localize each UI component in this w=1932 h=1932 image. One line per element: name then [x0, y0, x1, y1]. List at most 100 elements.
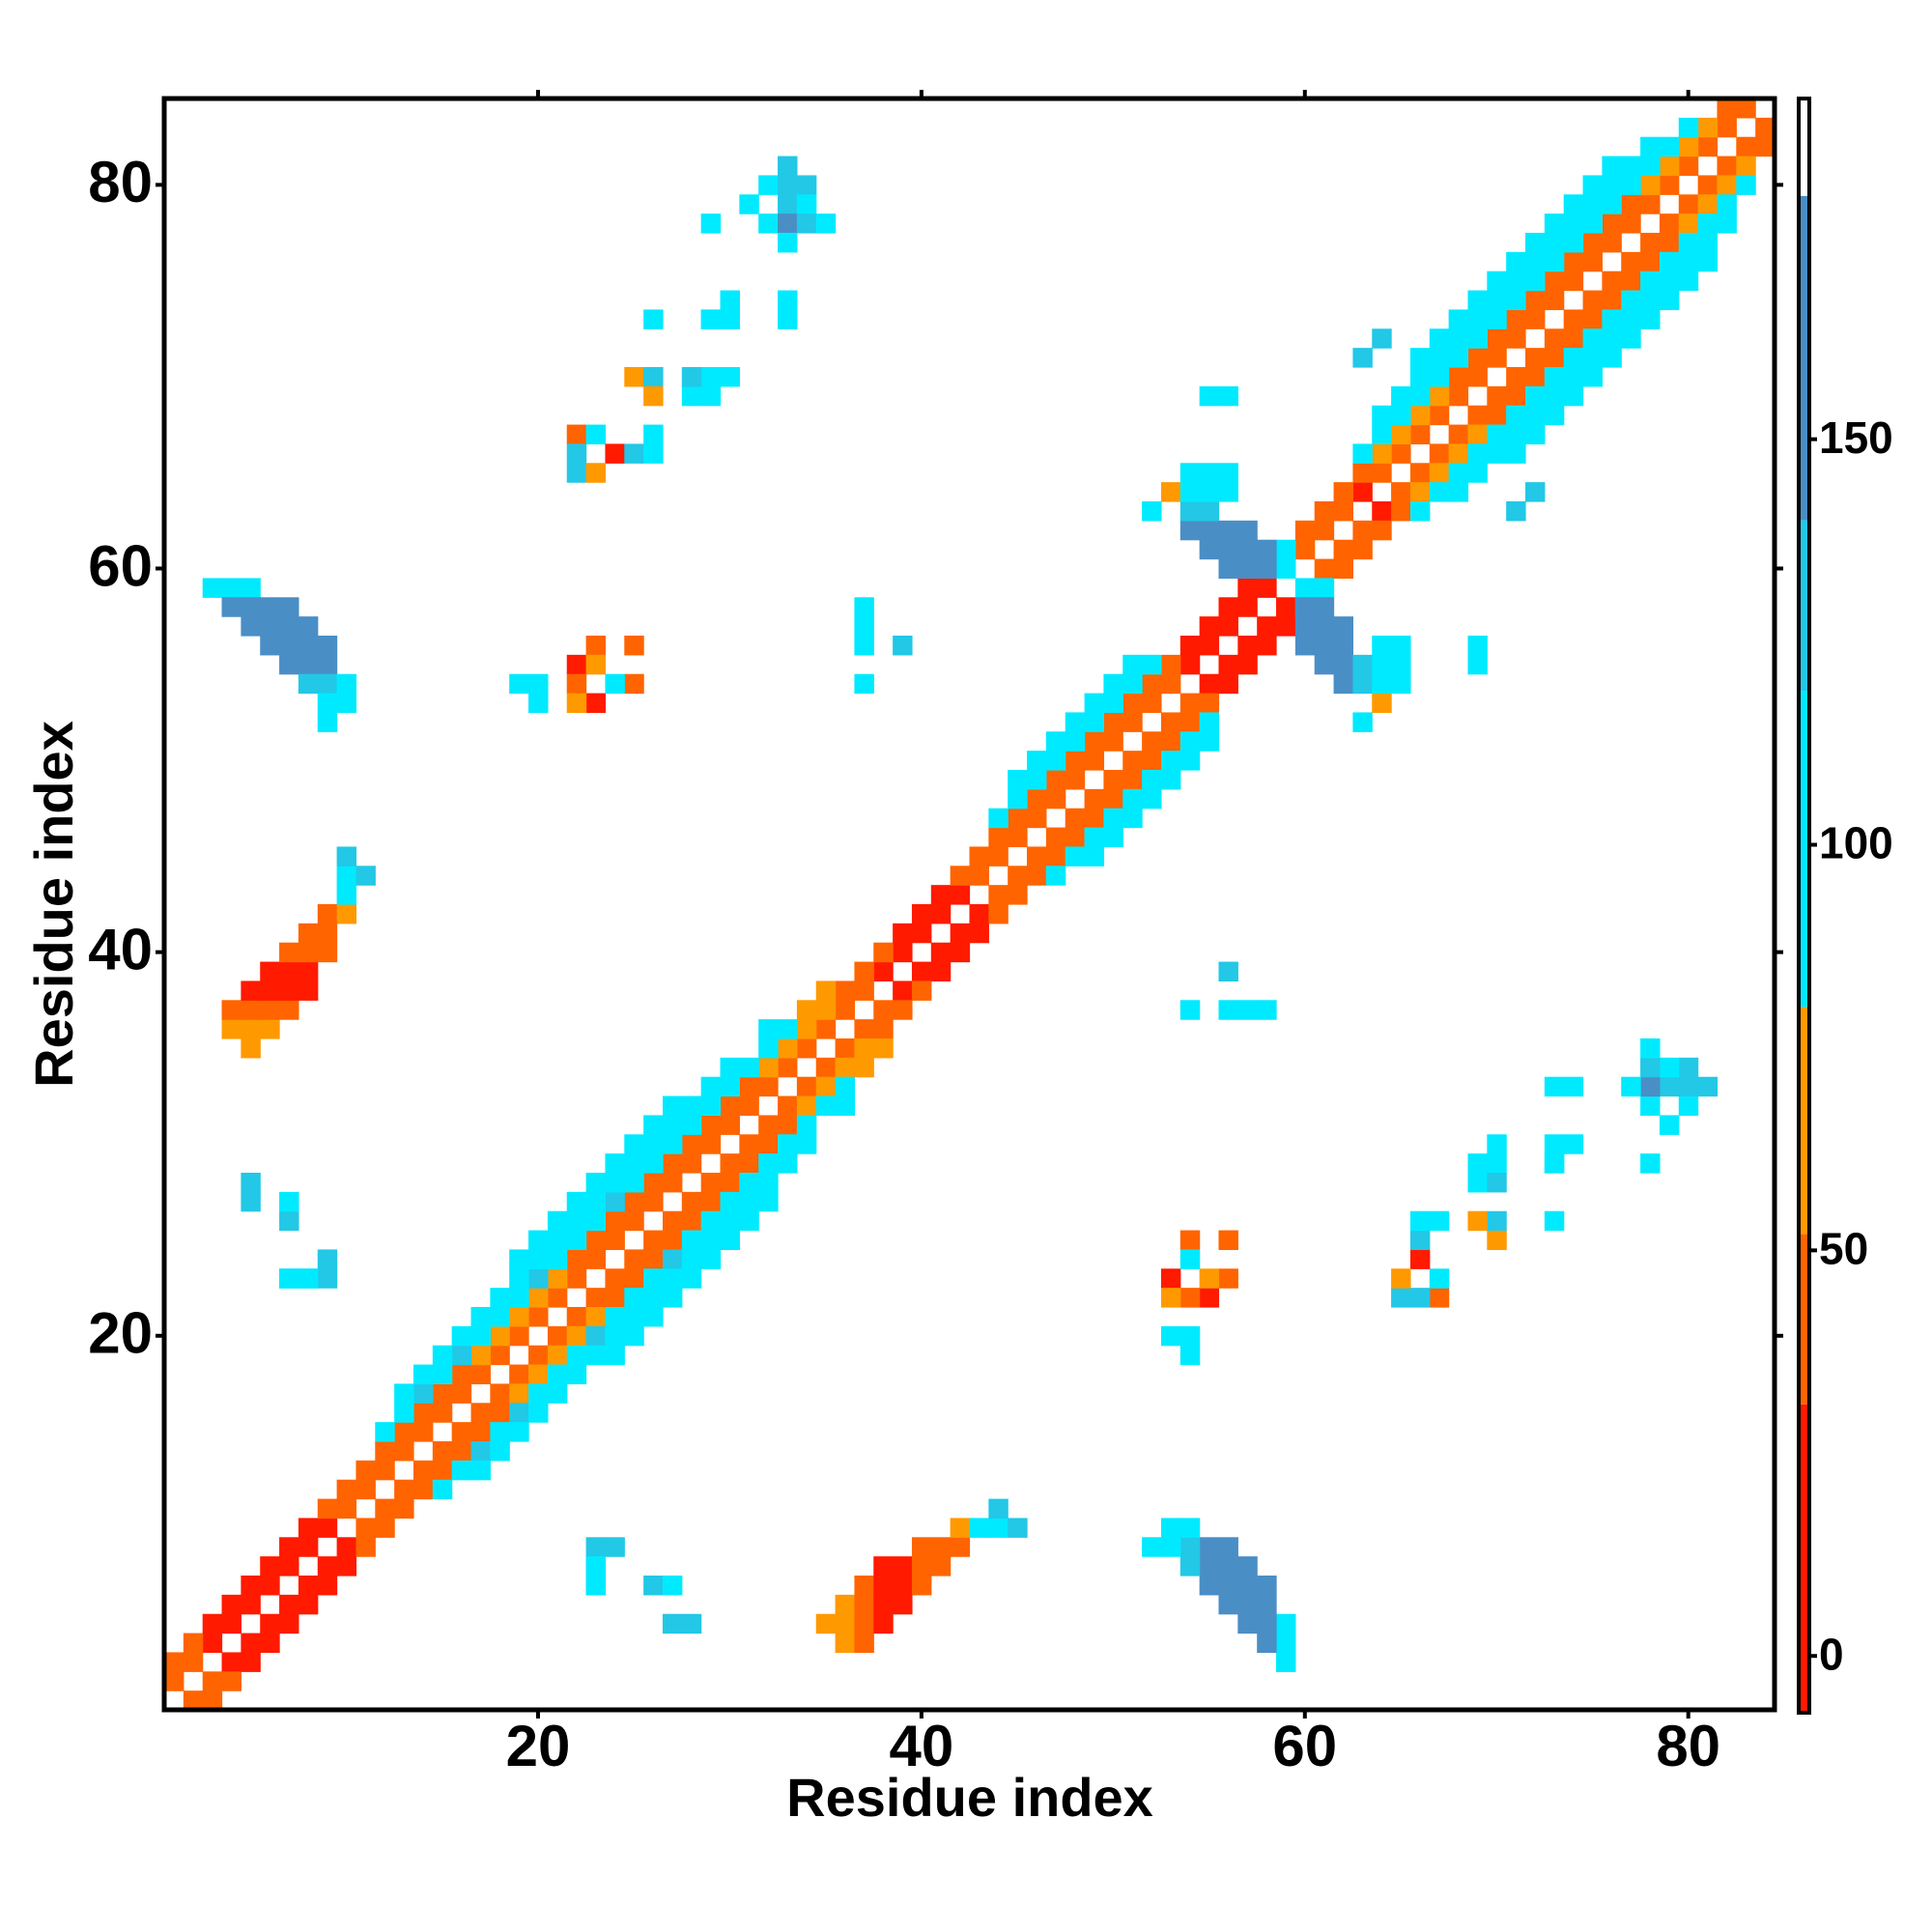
heatmap-cell: [854, 1019, 874, 1039]
heatmap-cell: [1487, 1173, 1507, 1193]
heatmap-cell: [1659, 290, 1680, 311]
x-tick-label: 60: [1272, 1714, 1337, 1778]
heatmap-cell: [720, 1153, 740, 1174]
heatmap-cell: [988, 808, 1009, 829]
heatmap-cell: [164, 1671, 185, 1691]
heatmap-cell: [394, 1383, 414, 1404]
heatmap-cell: [681, 1613, 702, 1634]
heatmap-cell: [1659, 233, 1680, 253]
heatmap-cell: [1640, 194, 1661, 214]
heatmap-cell: [1179, 636, 1201, 656]
heatmap-cell: [241, 616, 261, 637]
heatmap-cell: [355, 1537, 376, 1557]
heatmap-cell: [873, 1038, 894, 1059]
heatmap-cell: [1467, 367, 1488, 387]
heatmap-cell: [241, 1019, 261, 1039]
heatmap-cell: [202, 578, 223, 598]
heatmap-cell: [969, 1518, 989, 1538]
heatmap-cell: [1678, 136, 1699, 157]
colorbar-band: [1799, 690, 1809, 1008]
heatmap-cell: [317, 1268, 338, 1289]
heatmap-cell: [566, 1307, 587, 1327]
heatmap-cell: [778, 1153, 798, 1174]
heatmap-cell: [1294, 520, 1316, 541]
heatmap-cell: [585, 1537, 607, 1557]
heatmap-cell: [412, 1364, 434, 1385]
heatmap-cell: [605, 1230, 625, 1251]
heatmap-cell: [758, 1115, 779, 1135]
heatmap-cell: [1621, 251, 1641, 272]
heatmap-cell: [1179, 712, 1201, 732]
heatmap-cell: [298, 1537, 319, 1557]
heatmap-cell: [1103, 693, 1123, 714]
heatmap-cell: [1448, 463, 1469, 483]
heatmap-cell: [605, 1307, 625, 1327]
heatmap-cell: [470, 1364, 491, 1385]
heatmap-cell: [1218, 616, 1238, 637]
heatmap-cell: [643, 385, 664, 407]
heatmap-cell: [1525, 385, 1546, 407]
heatmap-cell: [835, 1095, 856, 1117]
heatmap-cell: [1218, 961, 1238, 982]
heatmap-cell: [605, 443, 625, 464]
heatmap-cell: [528, 1345, 549, 1366]
heatmap-cell: [1142, 501, 1162, 522]
heatmap-cell: [1199, 501, 1220, 522]
heatmap-cell: [221, 1594, 242, 1615]
heatmap-cell: [1525, 482, 1546, 502]
heatmap-cell: [547, 1288, 568, 1308]
heatmap-cell: [624, 1325, 644, 1347]
heatmap-cell: [585, 1325, 607, 1347]
heatmap-cell: [758, 1173, 779, 1193]
heatmap-cell: [624, 636, 644, 656]
heatmap-cell: [873, 942, 894, 963]
heatmap-cell: [624, 1134, 644, 1154]
heatmap-cell: [1160, 1325, 1181, 1347]
heatmap-cell: [528, 1364, 549, 1385]
heatmap-cell: [1391, 443, 1411, 464]
heatmap-cell: [375, 1518, 395, 1538]
heatmap-cell: [1218, 482, 1238, 502]
heatmap-cell: [1142, 654, 1162, 675]
heatmap-cell: [1717, 117, 1737, 138]
heatmap-cell: [1697, 213, 1719, 234]
heatmap-cell: [835, 1038, 856, 1059]
heatmap-cell: [1429, 348, 1450, 368]
heatmap-cell: [911, 980, 932, 1001]
heatmap-cell: [1218, 520, 1238, 541]
heatmap-cell: [1257, 1613, 1277, 1634]
heatmap-cell: [1199, 463, 1220, 483]
heatmap-cell: [1409, 1210, 1431, 1232]
heatmap-cell: [815, 1095, 837, 1117]
heatmap-cell: [260, 1000, 280, 1020]
heatmap-cell: [1409, 367, 1431, 387]
heatmap-cell: [1218, 1594, 1238, 1615]
heatmap-cell: [1659, 1115, 1680, 1135]
heatmap-cell: [873, 1556, 894, 1577]
heatmap-cell: [241, 1000, 261, 1020]
heatmap-cell: [1179, 693, 1201, 714]
heatmap-cell: [969, 866, 989, 886]
heatmap-cell: [1160, 712, 1181, 732]
heatmap-cell: [1525, 270, 1546, 292]
heatmap-cell: [930, 904, 952, 924]
heatmap-cell: [720, 1095, 740, 1117]
heatmap-cell: [681, 1134, 702, 1154]
heatmap-cell: [662, 1134, 683, 1154]
heatmap-cell: [1582, 213, 1603, 234]
heatmap-cell: [1678, 251, 1699, 272]
heatmap-cell: [1027, 808, 1047, 829]
heatmap-cell: [412, 1383, 434, 1404]
heatmap-cell: [1697, 117, 1719, 138]
heatmap-cell: [1065, 731, 1086, 752]
heatmap-cell: [1506, 385, 1526, 407]
heatmap-cell: [355, 1479, 376, 1500]
heatmap-cell: [509, 1307, 529, 1327]
heatmap-cell: [681, 367, 702, 387]
heatmap-cell: [720, 290, 740, 311]
heatmap-cell: [412, 1479, 434, 1500]
heatmap-cell: [509, 1403, 529, 1423]
heatmap-cell: [566, 1345, 587, 1366]
heatmap-cell: [1487, 385, 1507, 407]
heatmap-cell: [815, 1076, 837, 1097]
